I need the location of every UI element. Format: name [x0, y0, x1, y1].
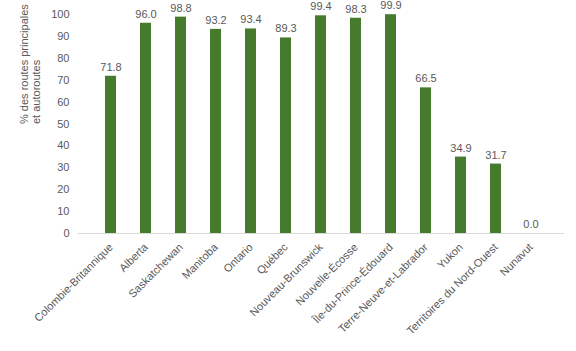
svg-text:Québec: Québec — [254, 240, 290, 277]
svg-text:99.9: 99.9 — [380, 0, 401, 11]
svg-text:100: 100 — [51, 8, 69, 20]
svg-text:31.7: 31.7 — [485, 149, 506, 161]
svg-text:60: 60 — [57, 96, 69, 108]
svg-text:0.0: 0.0 — [523, 218, 538, 230]
svg-text:Ontario: Ontario — [221, 241, 255, 275]
svg-text:50: 50 — [57, 118, 69, 130]
svg-text:% des routes principaleset aut: % des routes principaleset autoroutes — [18, 4, 42, 124]
svg-text:20: 20 — [57, 183, 69, 195]
svg-text:Saskatchewan: Saskatchewan — [126, 241, 185, 300]
svg-text:96.0: 96.0 — [135, 8, 156, 20]
svg-text:93.2: 93.2 — [205, 14, 226, 26]
svg-text:93.4: 93.4 — [240, 13, 261, 25]
svg-text:Île-du-Prince-Édouard: Île-du-Prince-Édouard — [310, 240, 395, 326]
svg-text:98.3: 98.3 — [345, 3, 366, 15]
svg-text:0: 0 — [63, 227, 69, 239]
svg-text:Terre-Neuve-et-Labrador: Terre-Neuve-et-Labrador — [335, 240, 430, 335]
svg-text:71.8: 71.8 — [100, 61, 121, 73]
svg-text:90: 90 — [57, 30, 69, 42]
svg-text:89.3: 89.3 — [275, 22, 296, 34]
svg-text:30: 30 — [57, 161, 69, 173]
svg-text:70: 70 — [57, 74, 69, 86]
svg-text:Nunavut: Nunavut — [497, 241, 534, 278]
svg-text:34.9: 34.9 — [450, 142, 471, 154]
svg-text:Nouveau-Brunswick: Nouveau-Brunswick — [247, 240, 325, 319]
svg-text:10: 10 — [57, 205, 69, 217]
svg-text:Manitoba: Manitoba — [179, 240, 220, 281]
svg-text:99.4: 99.4 — [310, 0, 331, 12]
svg-text:Colombie-Britannique: Colombie-Britannique — [32, 241, 115, 324]
svg-text:Yukon: Yukon — [435, 241, 465, 271]
svg-text:Nouvelle-Écosse: Nouvelle-Écosse — [293, 241, 360, 308]
svg-text:40: 40 — [57, 139, 69, 151]
svg-text:98.8: 98.8 — [170, 2, 191, 14]
svg-text:66.5: 66.5 — [415, 72, 436, 84]
svg-text:Alberta: Alberta — [117, 240, 151, 274]
svg-text:Territoires du Nord-Ouest: Territoires du Nord-Ouest — [404, 241, 500, 337]
svg-text:80: 80 — [57, 52, 69, 64]
